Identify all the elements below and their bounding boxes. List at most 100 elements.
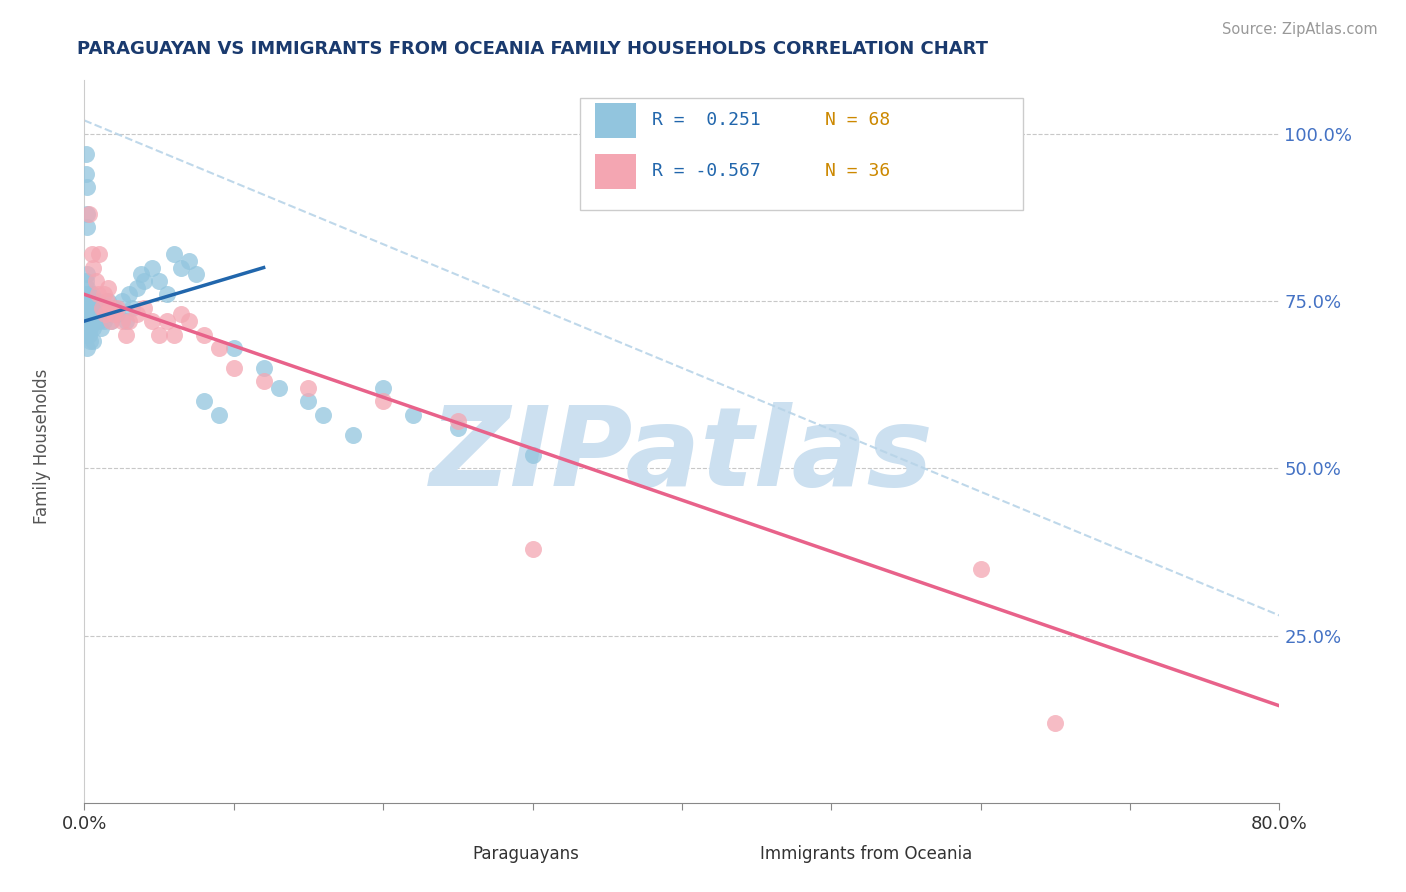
Point <box>222 341 245 355</box>
Point <box>186 268 208 282</box>
Point <box>89 247 111 261</box>
Point <box>80 287 103 301</box>
Point <box>148 327 170 342</box>
Point <box>267 381 290 395</box>
Point <box>76 307 98 322</box>
Point <box>118 314 141 328</box>
Point <box>79 321 101 335</box>
Point <box>76 268 98 282</box>
Point <box>132 301 156 315</box>
Point <box>177 314 200 328</box>
Point <box>77 301 100 315</box>
Point <box>83 294 105 309</box>
Point <box>103 307 125 322</box>
Point <box>93 314 115 328</box>
Point <box>86 301 108 315</box>
Point <box>115 314 138 328</box>
Point <box>155 287 177 301</box>
Point <box>253 375 276 389</box>
Point <box>125 281 148 295</box>
Point <box>105 307 128 322</box>
Point <box>82 321 104 335</box>
Point <box>94 307 117 322</box>
Point <box>132 274 156 288</box>
Point <box>105 301 128 315</box>
Point <box>89 314 111 328</box>
Point <box>86 314 108 328</box>
Point <box>100 314 122 328</box>
Point <box>170 260 193 275</box>
Text: Source: ZipAtlas.com: Source: ZipAtlas.com <box>1222 22 1378 37</box>
Point <box>121 301 143 315</box>
Point <box>402 408 425 422</box>
Point <box>170 307 193 322</box>
Text: PARAGUAYAN VS IMMIGRANTS FROM OCEANIA FAMILY HOUSEHOLDS CORRELATION CHART: PARAGUAYAN VS IMMIGRANTS FROM OCEANIA FA… <box>77 40 988 58</box>
Text: Immigrants from Oceania: Immigrants from Oceania <box>759 845 972 863</box>
Point <box>177 254 200 268</box>
Point <box>115 327 138 342</box>
Point <box>118 287 141 301</box>
Point <box>93 287 115 301</box>
Point <box>522 541 544 556</box>
Text: R = -0.567: R = -0.567 <box>652 161 761 179</box>
Point <box>75 274 97 288</box>
Point <box>373 394 395 409</box>
Point <box>76 220 98 235</box>
Point <box>87 294 110 309</box>
Point <box>97 281 120 295</box>
Point <box>87 287 110 301</box>
FancyBboxPatch shape <box>581 98 1022 211</box>
Point <box>100 314 122 328</box>
Text: N = 36: N = 36 <box>825 161 890 179</box>
Point <box>75 301 97 315</box>
Point <box>83 307 105 322</box>
Point <box>111 294 134 309</box>
Point <box>522 448 544 462</box>
Point <box>91 301 114 315</box>
Point <box>163 247 186 261</box>
Point <box>111 314 134 328</box>
Point <box>76 207 98 221</box>
Point <box>77 314 100 328</box>
Point <box>77 207 100 221</box>
Bar <box>595 103 637 138</box>
Point <box>80 301 103 315</box>
Text: Paraguayans: Paraguayans <box>472 845 579 863</box>
Point <box>87 307 110 322</box>
Point <box>208 408 231 422</box>
Point <box>1045 715 1067 730</box>
Point <box>208 341 231 355</box>
Point <box>77 287 100 301</box>
Text: Family Households: Family Households <box>34 368 51 524</box>
Point <box>79 334 101 349</box>
Bar <box>724 843 749 865</box>
Point <box>141 314 163 328</box>
Point <box>163 327 186 342</box>
Point <box>82 334 104 349</box>
Bar <box>437 843 463 865</box>
Point <box>970 562 993 576</box>
Point <box>86 274 108 288</box>
Point <box>103 301 125 315</box>
Point <box>125 307 148 322</box>
Point <box>373 381 395 395</box>
Point <box>76 281 98 295</box>
Point <box>193 394 215 409</box>
Point <box>76 294 98 309</box>
Point <box>75 147 97 161</box>
Point <box>89 301 111 315</box>
Point <box>447 414 470 429</box>
Point <box>193 327 215 342</box>
Point <box>129 268 152 282</box>
Point <box>80 247 103 261</box>
Point <box>155 314 177 328</box>
Point <box>96 294 118 309</box>
Text: ZIPatlas: ZIPatlas <box>430 402 934 509</box>
Point <box>82 260 104 275</box>
Point <box>75 314 97 328</box>
Point <box>91 307 114 322</box>
Point <box>297 381 319 395</box>
Point <box>75 167 97 181</box>
Point <box>297 394 319 409</box>
Point <box>79 294 101 309</box>
